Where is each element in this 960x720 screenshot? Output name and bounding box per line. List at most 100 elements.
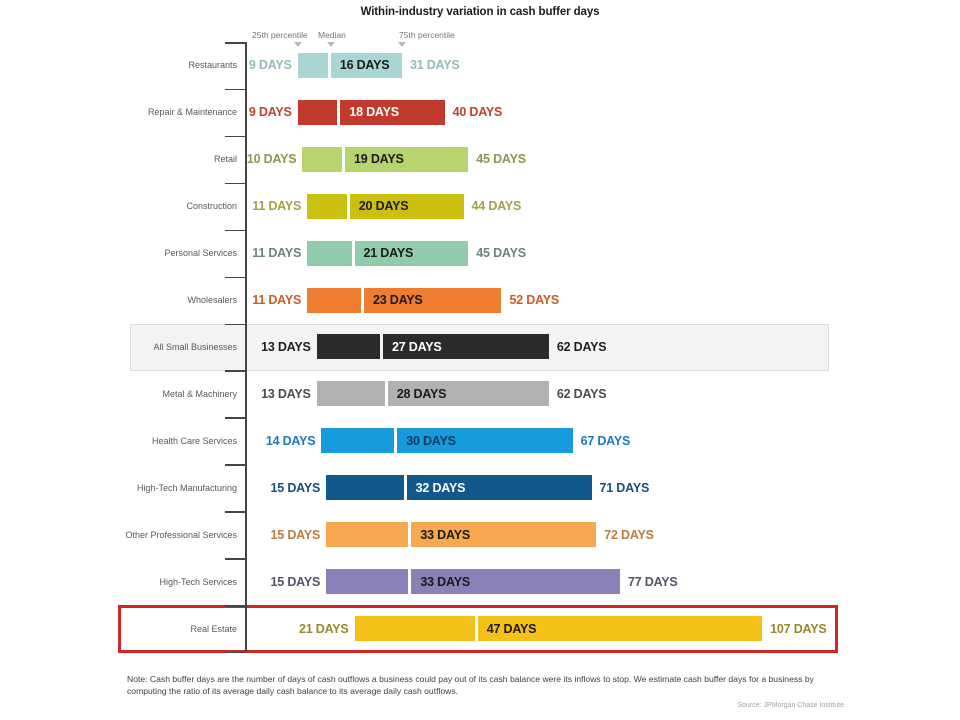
bar-segment-p25-to-median bbox=[326, 569, 409, 595]
bar-segment-median-to-p75 bbox=[349, 193, 464, 219]
industry-label: Personal Services bbox=[164, 248, 237, 259]
industry-label: High-Tech Manufacturing bbox=[136, 482, 237, 493]
bar-segment-p25-to-median bbox=[307, 240, 352, 266]
median-value-label: 19 DAYS bbox=[354, 152, 404, 167]
median-value-label: 16 DAYS bbox=[339, 58, 390, 73]
p75-value-label: 31 DAYS bbox=[409, 58, 460, 73]
source-text: Source: JPMorgan Chase Institute bbox=[737, 702, 844, 709]
bar-segment-median-to-p75 bbox=[477, 616, 763, 641]
legend-25th-percentile-label: 25th percentile bbox=[252, 30, 308, 40]
bar-segment-median-to-p75 bbox=[382, 334, 549, 360]
bar-segment-p25-to-median bbox=[316, 381, 385, 407]
industry-label: Retail bbox=[213, 154, 237, 165]
bar-segment-p25-to-median bbox=[354, 616, 475, 641]
bar-segment-p25-to-median bbox=[297, 99, 338, 125]
p75-value-label: 71 DAYS bbox=[599, 480, 650, 495]
category-axis-tick bbox=[225, 605, 245, 607]
p25-value-label: 15 DAYS bbox=[270, 480, 321, 495]
bar-segment-p25-to-median bbox=[302, 146, 343, 172]
bar-segment-median-to-p75 bbox=[345, 146, 469, 172]
p25-value-label: 11 DAYS bbox=[252, 199, 302, 214]
bar-segment-p25-to-median bbox=[326, 522, 409, 548]
p25-value-label: 13 DAYS bbox=[261, 386, 311, 401]
median-value-label: 33 DAYS bbox=[420, 574, 470, 589]
bar-segment-median-to-p75 bbox=[406, 475, 592, 501]
p75-value-label: 45 DAYS bbox=[476, 246, 526, 261]
p75-value-label: 40 DAYS bbox=[452, 105, 503, 120]
industry-label: Real Estate bbox=[190, 623, 237, 634]
legend-arrow-75th bbox=[397, 42, 406, 47]
industry-label: Metal & Machinery bbox=[162, 388, 237, 399]
p75-value-label: 77 DAYS bbox=[627, 574, 678, 589]
footnote-text: Note: Cash buffer days are the number of… bbox=[127, 674, 814, 696]
p25-value-label: 11 DAYS bbox=[252, 246, 302, 261]
median-value-label: 28 DAYS bbox=[396, 386, 447, 401]
category-axis-tick bbox=[225, 370, 245, 372]
industry-label: Restaurants bbox=[188, 60, 237, 71]
legend-arrow-median bbox=[326, 42, 335, 47]
bar-segment-median-to-p75 bbox=[387, 381, 549, 407]
p25-value-label: 15 DAYS bbox=[270, 574, 321, 589]
p75-value-label: 62 DAYS bbox=[556, 339, 607, 354]
p75-value-label: 52 DAYS bbox=[509, 293, 560, 308]
category-axis-tick bbox=[225, 88, 245, 91]
bar-segment-median-to-p75 bbox=[364, 287, 502, 313]
p75-value-label: 72 DAYS bbox=[604, 527, 654, 542]
p75-value-label: 44 DAYS bbox=[471, 199, 522, 214]
median-value-label: 21 DAYS bbox=[363, 246, 414, 261]
category-axis-tick bbox=[225, 558, 245, 560]
p25-value-label: 13 DAYS bbox=[261, 339, 311, 354]
median-value-label: 18 DAYS bbox=[349, 105, 399, 120]
p75-value-label: 107 DAYS bbox=[770, 621, 827, 636]
industry-label: Construction bbox=[186, 201, 237, 212]
category-axis-tick bbox=[225, 651, 245, 654]
category-axis-tick bbox=[225, 182, 245, 185]
industry-label: Wholesalers bbox=[187, 295, 237, 306]
industry-label: Repair & Maintenance bbox=[147, 107, 237, 118]
p25-value-label: 11 DAYS bbox=[252, 293, 302, 308]
p75-value-label: 45 DAYS bbox=[476, 152, 526, 167]
real-estate-red-highlight-box bbox=[118, 605, 838, 653]
median-value-label: 47 DAYS bbox=[486, 621, 537, 636]
bar-segment-median-to-p75 bbox=[340, 99, 445, 125]
median-value-label: 23 DAYS bbox=[373, 293, 423, 308]
category-axis-tick bbox=[225, 276, 245, 279]
bar-segment-p25-to-median bbox=[307, 193, 347, 219]
median-value-label: 20 DAYS bbox=[358, 199, 409, 214]
bar-segment-p25-to-median bbox=[297, 52, 328, 78]
category-axis-tick bbox=[225, 42, 245, 44]
median-value-label: 30 DAYS bbox=[406, 433, 456, 448]
category-axis-tick bbox=[225, 229, 245, 232]
category-axis-tick bbox=[225, 464, 245, 466]
industry-label: Other Professional Services bbox=[125, 529, 237, 540]
industry-label: All Small Businesses bbox=[153, 341, 237, 352]
bar-segment-p25-to-median bbox=[326, 475, 404, 501]
p25-value-label: 14 DAYS bbox=[265, 433, 316, 448]
bar-segment-p25-to-median bbox=[316, 334, 380, 360]
p25-value-label: 21 DAYS bbox=[298, 621, 349, 636]
bar-segment-median-to-p75 bbox=[354, 240, 469, 266]
p25-value-label: 9 DAYS bbox=[248, 105, 292, 120]
legend-75th-percentile-label: 75th percentile bbox=[399, 30, 455, 40]
p75-value-label: 62 DAYS bbox=[556, 386, 607, 401]
bar-segment-median-to-p75 bbox=[411, 522, 597, 548]
p25-value-label: 10 DAYS bbox=[246, 152, 297, 167]
category-axis-tick bbox=[225, 511, 245, 513]
chart-title: Within-industry variation in cash buffer… bbox=[360, 6, 600, 18]
p75-value-label: 67 DAYS bbox=[580, 433, 631, 448]
p25-value-label: 15 DAYS bbox=[270, 527, 321, 542]
category-axis-line bbox=[245, 42, 247, 652]
p25-value-label: 9 DAYS bbox=[248, 58, 292, 73]
category-axis-tick bbox=[225, 135, 245, 138]
median-value-label: 32 DAYS bbox=[415, 480, 466, 495]
bar-segment-p25-to-median bbox=[321, 428, 395, 454]
industry-label: High-Tech Services bbox=[159, 576, 237, 587]
legend-median-label: Median bbox=[318, 30, 346, 40]
bar-segment-median-to-p75 bbox=[411, 569, 620, 595]
bar-segment-p25-to-median bbox=[307, 287, 361, 313]
category-axis-tick bbox=[225, 417, 245, 419]
bar-segment-median-to-p75 bbox=[397, 428, 573, 454]
legend-arrow-25th bbox=[293, 42, 302, 47]
median-value-label: 27 DAYS bbox=[391, 339, 442, 354]
